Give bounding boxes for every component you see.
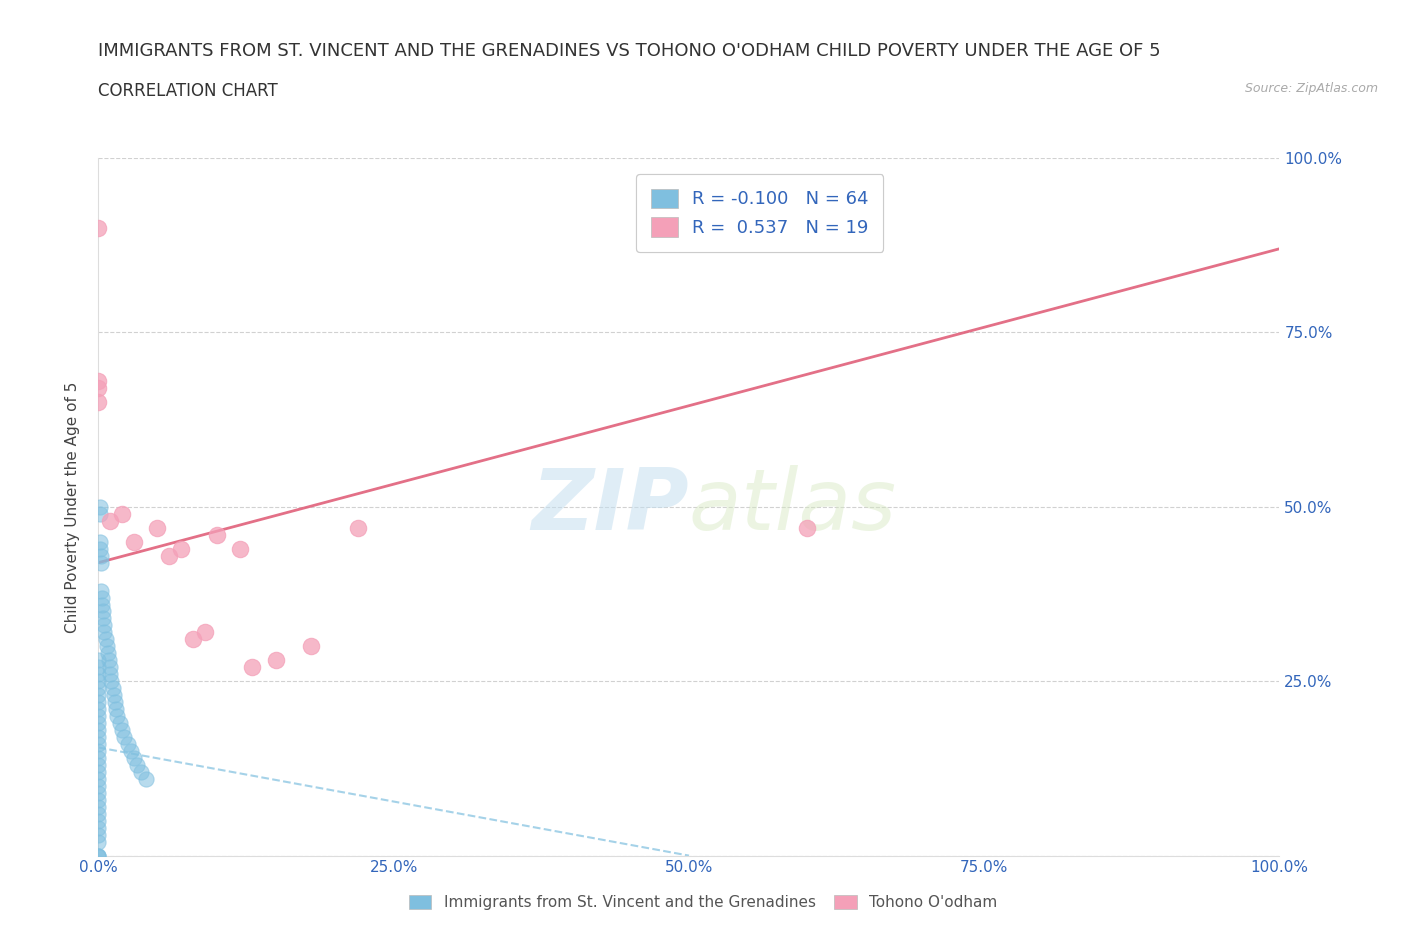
Point	[170, 541, 193, 556]
Point	[105, 702, 128, 717]
Point	[87, 800, 110, 815]
Point	[87, 828, 110, 843]
Point	[91, 597, 114, 612]
Point	[90, 583, 112, 598]
Point	[87, 848, 110, 863]
Point	[89, 541, 111, 556]
Point	[87, 660, 110, 675]
Point	[87, 729, 110, 744]
Text: ZIP: ZIP	[531, 465, 689, 549]
Point	[117, 737, 139, 751]
Text: Source: ZipAtlas.com: Source: ZipAtlas.com	[1244, 82, 1378, 95]
Point	[87, 695, 110, 710]
Point	[87, 702, 110, 717]
Point	[347, 521, 370, 536]
Point	[87, 394, 110, 409]
Point	[93, 618, 115, 633]
Legend: R = -0.100   N = 64, R =  0.537   N = 19: R = -0.100 N = 64, R = 0.537 N = 19	[637, 174, 883, 252]
Point	[87, 220, 110, 235]
Point	[205, 527, 228, 542]
Point	[98, 660, 121, 675]
Point	[87, 681, 110, 696]
Point	[96, 639, 118, 654]
Point	[87, 834, 110, 849]
Point	[90, 555, 112, 570]
Text: CORRELATION CHART: CORRELATION CHART	[98, 82, 278, 100]
Point	[90, 549, 112, 564]
Point	[181, 632, 204, 647]
Point	[264, 653, 287, 668]
Point	[796, 521, 818, 536]
Point	[129, 764, 152, 779]
Point	[87, 757, 110, 772]
Point	[87, 688, 110, 703]
Point	[146, 521, 169, 536]
Point	[87, 653, 110, 668]
Legend: Immigrants from St. Vincent and the Grenadines, Tohono O'odham: Immigrants from St. Vincent and the Gren…	[401, 887, 1005, 918]
Text: atlas: atlas	[689, 465, 897, 549]
Point	[87, 806, 110, 821]
Text: IMMIGRANTS FROM ST. VINCENT AND THE GRENADINES VS TOHONO O'ODHAM CHILD POVERTY U: IMMIGRANTS FROM ST. VINCENT AND THE GREN…	[98, 42, 1161, 60]
Point	[121, 744, 143, 759]
Point	[299, 639, 322, 654]
Point	[100, 673, 122, 688]
Point	[87, 673, 110, 688]
Point	[240, 660, 263, 675]
Point	[98, 513, 121, 528]
Point	[229, 541, 252, 556]
Point	[104, 695, 127, 710]
Point	[194, 625, 217, 640]
Point	[87, 374, 110, 389]
Point	[91, 604, 114, 619]
Point	[87, 744, 110, 759]
Point	[87, 778, 110, 793]
Point	[127, 757, 149, 772]
Point	[157, 549, 180, 564]
Point	[135, 772, 157, 787]
Point	[105, 709, 128, 724]
Point	[89, 499, 111, 514]
Point	[87, 792, 110, 807]
Point	[87, 848, 110, 863]
Point	[87, 667, 110, 682]
Point	[87, 764, 110, 779]
Point	[103, 688, 125, 703]
Point	[91, 591, 114, 605]
Point	[87, 848, 110, 863]
Point	[98, 667, 121, 682]
Point	[87, 716, 110, 731]
Point	[93, 625, 115, 640]
Point	[87, 772, 110, 787]
Point	[122, 751, 145, 765]
Point	[87, 785, 110, 800]
Point	[112, 729, 135, 744]
Point	[89, 507, 111, 522]
Point	[87, 723, 110, 737]
Point	[89, 534, 111, 549]
Point	[94, 632, 117, 647]
Point	[98, 653, 121, 668]
Point	[87, 813, 110, 829]
Point	[87, 751, 110, 765]
Point	[87, 820, 110, 835]
Point	[87, 709, 110, 724]
Point	[87, 381, 110, 396]
Point	[97, 646, 120, 661]
Point	[111, 723, 134, 737]
Point	[108, 716, 131, 731]
Point	[122, 534, 145, 549]
Point	[101, 681, 124, 696]
Point	[111, 507, 134, 522]
Y-axis label: Child Poverty Under the Age of 5: Child Poverty Under the Age of 5	[65, 381, 80, 632]
Point	[87, 737, 110, 751]
Point	[91, 611, 114, 626]
